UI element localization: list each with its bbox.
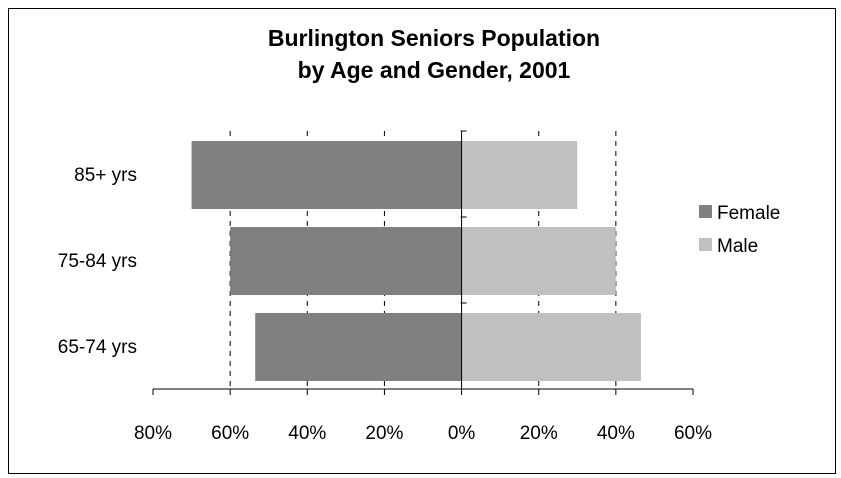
category-label: 85+ yrs <box>74 165 137 186</box>
chart-title-line-1: Burlington Seniors Population <box>267 25 601 51</box>
x-tick-label: 0% <box>448 423 476 444</box>
legend-swatch-male <box>699 238 712 251</box>
x-tick-label: 60% <box>211 423 249 444</box>
x-tick-label: 60% <box>674 423 712 444</box>
x-tick-label: 40% <box>288 423 326 444</box>
x-tick-label: 20% <box>520 423 558 444</box>
bar-female <box>230 227 462 295</box>
x-tick-label: 80% <box>134 423 172 444</box>
bar-male <box>461 141 578 209</box>
bar-female <box>191 141 462 209</box>
legend-swatch-female <box>699 205 712 218</box>
x-tick-label: 40% <box>597 423 635 444</box>
category-label: 65-74 yrs <box>58 337 137 358</box>
chart-title: Burlington Seniors Population by Age and… <box>148 22 720 86</box>
x-tick-label: 20% <box>365 423 403 444</box>
bar-male <box>461 227 616 295</box>
bar-female <box>255 313 462 381</box>
legend-label-female: Female <box>717 203 780 224</box>
legend-label-male: Male <box>717 236 758 257</box>
bar-male <box>461 313 641 381</box>
chart-title-line-2: by Age and Gender, 2001 <box>297 57 571 83</box>
category-label: 75-84 yrs <box>58 251 137 272</box>
